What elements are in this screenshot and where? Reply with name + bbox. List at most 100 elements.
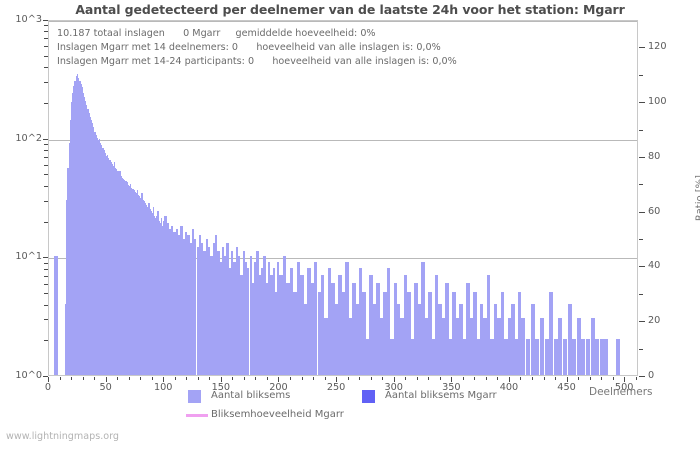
x-tickmark-300	[394, 377, 395, 382]
x-minor-tickmark	[186, 377, 187, 380]
bar	[73, 86, 75, 375]
y-left-minor-tick	[44, 305, 48, 306]
bar	[441, 318, 446, 375]
x-minor-tickmark	[232, 377, 233, 380]
bar	[136, 190, 139, 375]
bar	[397, 303, 401, 375]
bar	[121, 177, 124, 375]
bar-series-aantal-bliksems	[49, 21, 637, 375]
x-minor-tickmark	[209, 377, 210, 380]
legend-swatch-0	[188, 390, 201, 403]
bar	[231, 251, 234, 375]
bar	[168, 229, 172, 375]
gridlines	[49, 21, 637, 375]
bar	[126, 182, 128, 375]
bar	[455, 318, 460, 375]
bar	[242, 251, 245, 375]
bar	[247, 267, 250, 375]
bar	[171, 226, 174, 375]
bar	[95, 135, 97, 375]
bar	[115, 169, 118, 375]
x-minor-tickmark	[520, 377, 521, 380]
x-minor-tickmark	[60, 377, 61, 380]
bar	[604, 339, 609, 375]
bar	[133, 190, 135, 375]
x-minor-tickmark	[463, 377, 464, 380]
y-right-tickmark-100	[639, 102, 645, 103]
y-left-minor-tick	[44, 31, 48, 32]
bar	[119, 171, 121, 375]
y-left-minor-tick	[44, 150, 48, 151]
y-left-minor-tick	[44, 25, 48, 26]
x-minor-tickmark	[613, 377, 614, 380]
x-tick-450: 450	[557, 382, 576, 393]
bar	[83, 97, 86, 375]
bar	[151, 213, 154, 375]
bar	[511, 303, 515, 375]
bar	[122, 178, 125, 375]
bar	[173, 232, 176, 375]
y-left-minor-tick	[44, 319, 48, 320]
x-minor-tickmark	[244, 377, 245, 380]
x-minor-tickmark	[290, 377, 291, 380]
bar	[156, 215, 158, 375]
bar	[113, 162, 116, 375]
y-right-minor-tick	[639, 75, 643, 76]
bar	[352, 282, 356, 375]
bar	[410, 339, 415, 375]
bar	[89, 116, 91, 375]
plot-area[interactable]: 10.187 totaal inslagen 0 Mgarr gemiddeld…	[48, 20, 638, 376]
bar	[87, 108, 89, 375]
bar	[105, 156, 108, 375]
bar	[66, 199, 68, 375]
bar	[327, 267, 332, 375]
y-right-tickmark-0	[639, 376, 645, 377]
bar	[277, 261, 280, 375]
x-tickmark-250	[336, 377, 337, 382]
bar	[114, 167, 117, 375]
bar	[189, 242, 192, 375]
bar	[77, 77, 80, 375]
x-tick-250: 250	[326, 382, 346, 393]
bar	[99, 143, 102, 375]
x-tickmark-450	[567, 377, 568, 382]
x-minor-tickmark	[325, 377, 326, 380]
bar	[90, 120, 93, 375]
bar	[153, 215, 156, 375]
bar	[448, 339, 453, 375]
bar	[293, 292, 297, 375]
bar	[572, 339, 577, 375]
bar	[341, 292, 346, 375]
bar	[72, 92, 74, 375]
bar	[138, 196, 141, 375]
y-left-tick-10^0: 10^0	[15, 370, 42, 381]
x-minor-tickmark	[175, 377, 176, 380]
bar	[445, 282, 449, 375]
x-minor-tickmark	[313, 377, 314, 380]
x-tickmark-0	[48, 377, 49, 382]
bar	[155, 218, 157, 375]
bar	[127, 184, 129, 375]
x-minor-tickmark	[636, 377, 637, 380]
bar	[68, 143, 71, 375]
bar	[414, 282, 418, 375]
y-right-minor-tick	[639, 294, 643, 295]
page-title: Aantal gedetecteerd per deelnemer van de…	[75, 2, 625, 17]
bar	[244, 261, 248, 375]
x-minor-tickmark	[601, 377, 602, 380]
bar	[562, 339, 567, 375]
bar	[479, 303, 484, 375]
bar	[507, 318, 512, 375]
bar	[107, 157, 110, 375]
bar	[310, 282, 315, 375]
bar	[84, 100, 87, 375]
bar	[187, 235, 190, 375]
bar	[567, 303, 572, 375]
bar	[78, 81, 81, 375]
y-left-tickmark-10^1	[43, 257, 48, 258]
x-minor-tickmark	[359, 377, 360, 380]
bar	[240, 274, 243, 375]
x-tickmark-150	[221, 377, 222, 382]
x-minor-tickmark	[440, 377, 441, 380]
